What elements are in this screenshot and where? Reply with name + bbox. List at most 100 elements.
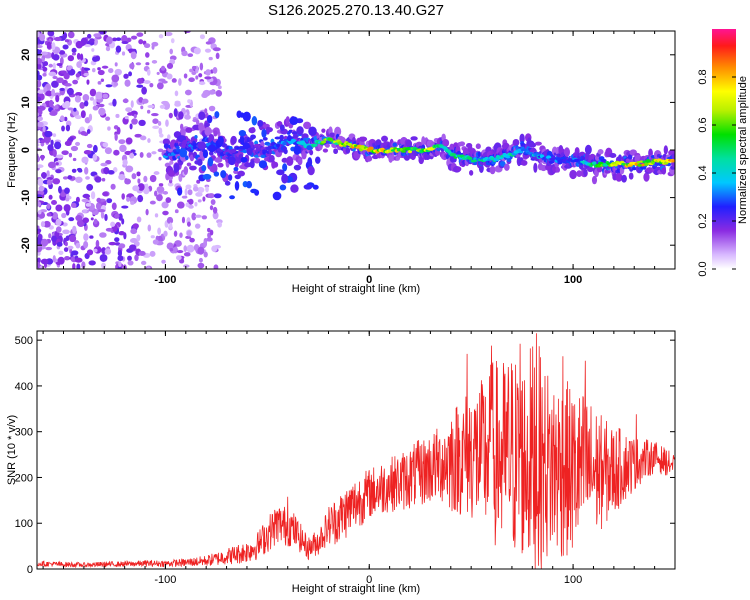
- noise-blob: [118, 139, 126, 145]
- noise-blob: [138, 250, 146, 256]
- noise-blob: [37, 200, 42, 207]
- ridge-halo: [609, 152, 617, 159]
- noise-blob: [129, 63, 135, 69]
- noise-blob: [101, 65, 109, 69]
- noise-blob: [136, 234, 141, 242]
- ridge-halo: [325, 143, 330, 148]
- ridge-core: [313, 143, 318, 147]
- noise-blob: [88, 260, 96, 266]
- noise-blob: [114, 62, 118, 67]
- noise-blob: [151, 44, 155, 50]
- noise-blob: [37, 63, 42, 70]
- noise-blob: [59, 87, 66, 91]
- noise-blob: [88, 113, 93, 122]
- noise-blob: [40, 154, 44, 161]
- noise-blob: [170, 38, 175, 44]
- noise-blob: [75, 176, 83, 183]
- noise-blob: [66, 87, 74, 96]
- noise-blob: [37, 80, 42, 88]
- ridge-blob: [257, 120, 263, 127]
- ridge-blob: [217, 136, 224, 146]
- noise-blob: [149, 250, 156, 257]
- noise-blob: [86, 128, 91, 134]
- ridge-blob: [179, 148, 188, 158]
- noise-blob: [174, 90, 179, 97]
- noise-blob: [83, 149, 92, 155]
- noise-blob: [76, 263, 81, 269]
- ridge-blob: [207, 156, 214, 167]
- ridge-halo: [534, 141, 542, 146]
- noise-blob: [137, 194, 144, 203]
- noise-blob: [71, 250, 79, 256]
- noise-blob: [83, 240, 89, 249]
- noise-blob: [162, 191, 169, 195]
- noise-blob: [75, 214, 83, 222]
- noise-blob: [207, 227, 211, 233]
- ridge-core: [282, 142, 287, 146]
- noise-blob: [140, 105, 144, 110]
- noise-blob: [158, 156, 162, 161]
- noise-blob: [113, 149, 120, 156]
- noise-blob: [185, 184, 192, 190]
- noise-blob: [153, 171, 160, 175]
- noise-blob: [210, 199, 216, 205]
- noise-blob: [56, 62, 63, 67]
- noise-blob: [37, 49, 42, 56]
- noise-blob: [111, 74, 120, 83]
- noise-blob: [130, 51, 137, 60]
- noise-blob: [99, 232, 107, 238]
- ridge-body: [477, 151, 482, 157]
- noise-blob: [62, 229, 70, 235]
- noise-blob: [102, 142, 109, 148]
- noise-blob: [47, 161, 56, 169]
- ridge-body: [392, 142, 397, 147]
- noise-blob: [71, 168, 77, 173]
- ridge-halo: [230, 135, 237, 145]
- ridge-body: [549, 160, 555, 164]
- noise-blob: [43, 86, 48, 93]
- noise-blob: [93, 33, 102, 38]
- noise-blob: [65, 197, 70, 202]
- ridge-body: [194, 135, 198, 139]
- ridge-blob: [238, 129, 247, 137]
- noise-blob: [46, 179, 52, 186]
- noise-blob: [51, 199, 57, 206]
- ridge-blob: [281, 173, 289, 184]
- noise-blob: [111, 202, 117, 211]
- noise-blob: [187, 189, 193, 196]
- noise-blob: [217, 221, 222, 228]
- ridge-blob: [308, 126, 317, 137]
- noise-blob: [158, 34, 164, 39]
- ridge-core: [641, 163, 646, 167]
- noise-blob: [99, 31, 107, 35]
- noise-blob: [166, 62, 174, 70]
- noise-blob: [217, 85, 222, 90]
- noise-blob: [169, 247, 174, 252]
- noise-blob: [137, 183, 145, 191]
- ridge-halo: [489, 165, 496, 175]
- noise-blob: [97, 81, 102, 85]
- noise-blob: [82, 67, 91, 71]
- noise-blob: [72, 263, 76, 269]
- noise-blob: [71, 52, 77, 56]
- noise-blob: [42, 72, 47, 77]
- noise-blob: [37, 57, 43, 65]
- noise-blob: [136, 77, 144, 84]
- ridge-blob: [315, 156, 321, 164]
- ridge-halo: [185, 127, 193, 133]
- ridge-core: [637, 163, 643, 167]
- ridge-halo: [663, 145, 668, 155]
- noise-blob: [141, 98, 149, 104]
- noise-blob: [84, 44, 91, 48]
- noise-blob: [92, 56, 99, 62]
- snr-x-label: Height of straight line (km): [292, 583, 420, 595]
- noise-blob: [198, 73, 203, 78]
- ridge-halo: [421, 136, 426, 146]
- noise-blob: [67, 55, 75, 62]
- noise-blob: [161, 259, 166, 264]
- noise-blob: [145, 52, 150, 58]
- noise-blob: [121, 218, 125, 225]
- noise-blob: [136, 32, 144, 37]
- noise-blob: [181, 50, 188, 57]
- noise-blob: [135, 62, 142, 66]
